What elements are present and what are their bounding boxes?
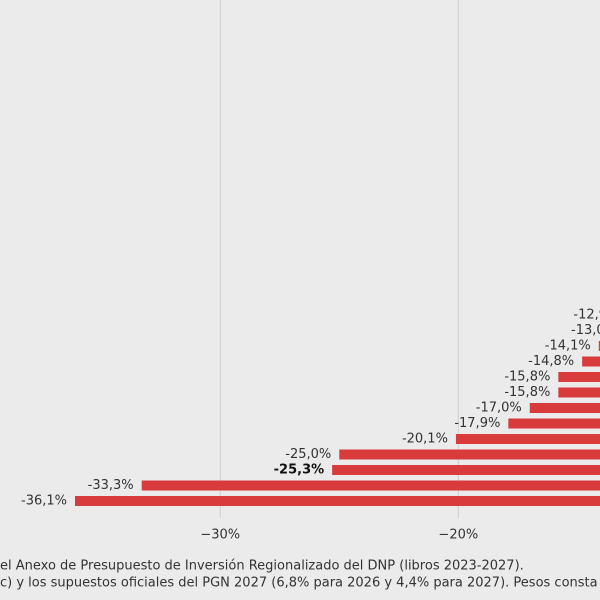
bar xyxy=(508,418,600,429)
bar xyxy=(75,496,600,506)
value-label: -13,0% xyxy=(571,323,600,338)
value-label: -25,3% xyxy=(274,463,325,478)
value-label: -15,8% xyxy=(504,370,550,385)
bar xyxy=(141,480,600,491)
bar xyxy=(455,434,600,444)
value-label: -20,1% xyxy=(402,432,448,447)
value-label: -12,9% xyxy=(573,308,600,323)
value-label: -25,0% xyxy=(285,447,331,462)
bar xyxy=(529,403,600,413)
bar xyxy=(339,449,600,460)
value-label: -15,8% xyxy=(504,385,550,400)
value-label: -14,8% xyxy=(528,354,574,369)
bar xyxy=(558,372,600,382)
value-label: -17,9% xyxy=(454,416,500,431)
value-label: -36,1% xyxy=(21,494,67,509)
bar xyxy=(598,341,600,351)
bar xyxy=(582,356,600,367)
value-label: -33,3% xyxy=(88,478,134,493)
bar xyxy=(558,387,600,398)
note: el Anexo de Presupuesto de Inversión Reg… xyxy=(0,559,524,574)
bar xyxy=(332,465,600,475)
value-label: -17,0% xyxy=(476,401,522,416)
note: c) y los supuestos oficiales del PGN 202… xyxy=(0,576,598,591)
x-tick-label: −20% xyxy=(438,528,478,543)
value-label: -14,1% xyxy=(545,339,591,354)
x-tick-label: −30% xyxy=(200,528,240,543)
